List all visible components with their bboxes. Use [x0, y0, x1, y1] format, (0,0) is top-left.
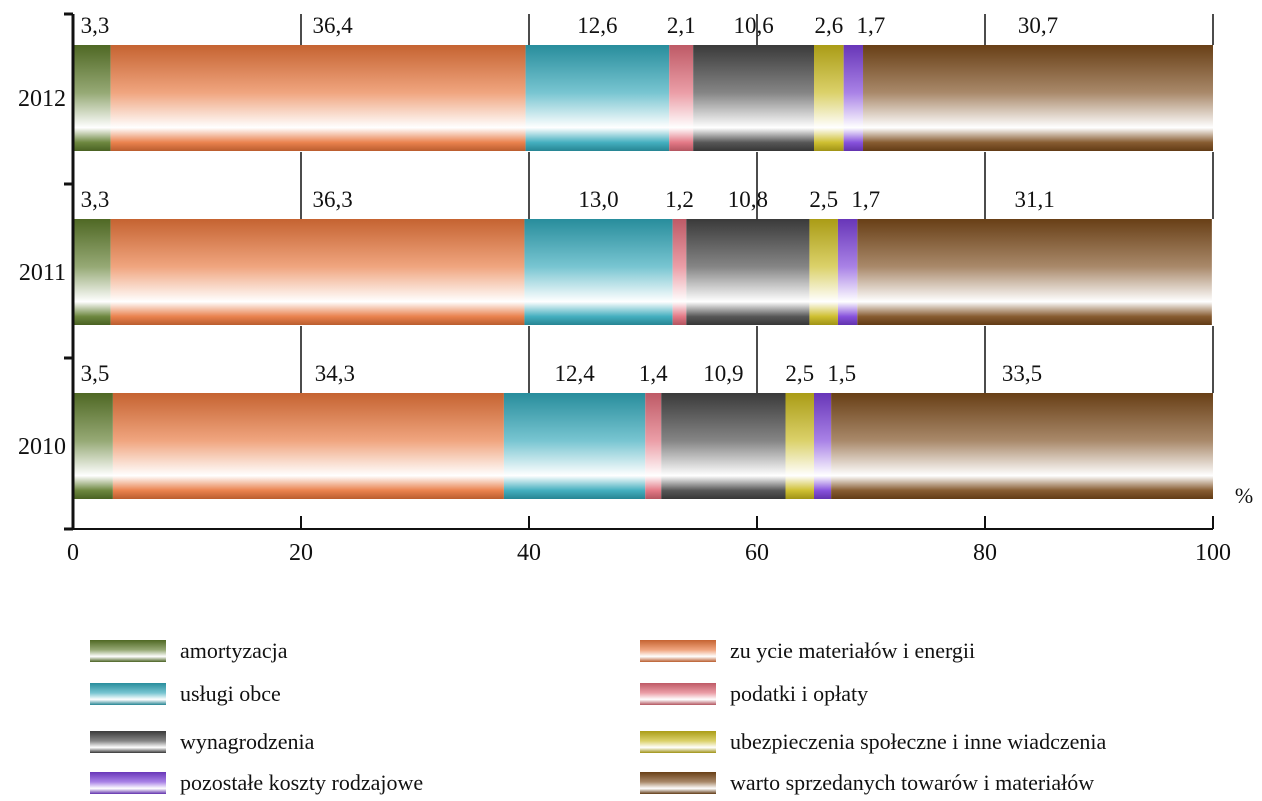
legend-swatch	[90, 772, 166, 794]
legend-label: usługi obce	[180, 681, 281, 706]
bar-segment	[503, 393, 646, 499]
bar-segment	[669, 45, 694, 151]
legend-swatch	[640, 640, 716, 662]
data-label: 1,5	[827, 361, 856, 386]
data-label: 1,2	[665, 187, 694, 212]
data-label: 12,4	[554, 361, 595, 386]
legend-label: wynagrodzenia	[180, 729, 315, 754]
data-label: 34,3	[315, 361, 355, 386]
bar-segment	[831, 393, 1213, 499]
bar-segment	[73, 219, 111, 325]
data-label: 31,1	[1014, 187, 1054, 212]
data-label: 10,6	[733, 13, 773, 38]
data-label: 2,6	[814, 13, 843, 38]
legend-swatch	[90, 640, 166, 662]
data-label: 36,4	[312, 13, 353, 38]
legend-item: warto sprzedanych towarów i materiałów	[640, 770, 1094, 796]
legend-item: wynagrodzenia	[90, 729, 314, 755]
legend-item: zu ycie materiałów i energii	[640, 638, 975, 664]
legend-swatch	[90, 731, 166, 753]
legend-label: podatki i opłaty	[730, 681, 869, 706]
bar-segment	[837, 219, 858, 325]
data-label: 33,5	[1002, 361, 1042, 386]
category-label: 2012	[18, 86, 66, 112]
legend-label: amortyzacja	[180, 638, 288, 663]
category-label: 2011	[19, 260, 66, 286]
x-tick-label: 80	[973, 540, 997, 566]
bar-segment	[809, 219, 838, 325]
data-label: 13,0	[578, 187, 618, 212]
x-tick-label: 40	[517, 540, 541, 566]
data-label: 2,5	[809, 187, 838, 212]
x-tick-label: 100	[1195, 540, 1231, 566]
bar-segment	[645, 393, 662, 499]
data-label: 2,1	[667, 13, 696, 38]
bar-segment	[843, 45, 864, 151]
legend-swatch	[640, 731, 716, 753]
x-tick-label: 60	[745, 540, 769, 566]
legend-label: pozostałe koszty rodzajowe	[180, 770, 424, 795]
legend-swatch	[640, 683, 716, 705]
legend-label: ubezpieczenia społeczne i inne wiadczeni…	[730, 729, 1107, 754]
legend-swatch	[640, 772, 716, 794]
bar-segment	[863, 45, 1213, 151]
legend-label: zu ycie materiałów i energii	[730, 638, 976, 663]
data-label: 10,9	[703, 361, 743, 386]
data-label: 1,7	[851, 187, 880, 212]
bar-segment	[857, 219, 1212, 325]
x-unit-label: %	[1235, 483, 1253, 508]
data-label: 30,7	[1018, 13, 1058, 38]
legend-item: amortyzacja	[90, 638, 288, 664]
x-tick-label: 20	[289, 540, 313, 566]
bar-segment	[661, 393, 786, 499]
bar-segment	[693, 45, 814, 151]
plot-area	[73, 45, 1213, 499]
bar-segment	[73, 45, 111, 151]
data-label: 36,3	[312, 187, 352, 212]
legend-label: warto sprzedanych towarów i materiałów	[730, 770, 1095, 795]
bar-segment	[814, 393, 832, 499]
bar-segment	[73, 393, 113, 499]
legend-item: podatki i opłaty	[640, 681, 868, 707]
bar-segment	[110, 219, 525, 325]
data-label: 3,3	[81, 13, 110, 38]
data-label: 1,4	[639, 361, 668, 386]
bar-segment	[785, 393, 814, 499]
data-label: 12,6	[577, 13, 617, 38]
data-label: 2,5	[785, 361, 814, 386]
legend-item: ubezpieczenia społeczne i inne wiadczeni…	[640, 729, 1106, 755]
bar-segment	[672, 219, 687, 325]
x-tick-label: 0	[67, 540, 79, 566]
bar-segment	[524, 219, 673, 325]
bar-segment	[814, 45, 844, 151]
legend-item: pozostałe koszty rodzajowe	[90, 770, 423, 796]
category-label: 2010	[18, 434, 66, 460]
bar-segment	[525, 45, 670, 151]
bar-segment	[686, 219, 810, 325]
bar-segment	[110, 45, 526, 151]
bar-segment	[112, 393, 504, 499]
data-label: 10,8	[728, 187, 768, 212]
data-label: 3,3	[81, 187, 110, 212]
legend-swatch	[90, 683, 166, 705]
data-label: 1,7	[856, 13, 885, 38]
data-label: 3,5	[81, 361, 110, 386]
legend-item: usługi obce	[90, 681, 281, 707]
